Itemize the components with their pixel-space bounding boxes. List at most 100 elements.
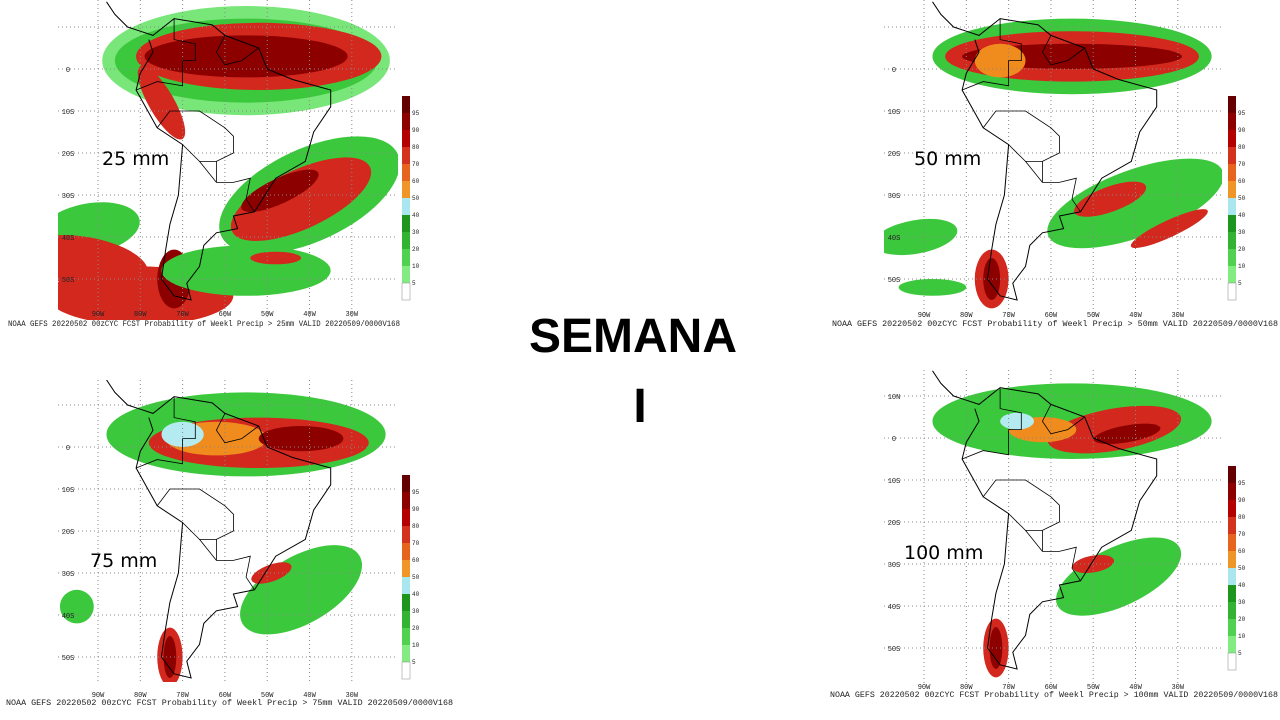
colorbar-segment (402, 181, 410, 198)
colorbar-segment (402, 577, 410, 594)
colorbar-segment (402, 249, 410, 266)
lon-label: 60W (1045, 684, 1058, 692)
lon-label: 70W (176, 692, 189, 700)
lon-label: 70W (176, 311, 189, 319)
colorbar-label: 40 (412, 212, 420, 219)
precip-area (1055, 537, 1182, 616)
map-caption: NOAA GEFS 20220502 00zCYC FCST Probabili… (832, 320, 1278, 329)
precip-area (1047, 158, 1222, 249)
colorbar-segment (402, 594, 410, 611)
colorbar-segment (402, 130, 410, 147)
precip-area (59, 589, 94, 624)
colorbar-segment (401, 282, 411, 301)
border (199, 161, 255, 213)
colorbar-label: 70 (412, 540, 420, 547)
colorbar-segment (1228, 619, 1236, 636)
colorbar-label: 90 (1238, 497, 1246, 504)
lat-label: 10S (888, 109, 901, 117)
colorbar-segment (1228, 198, 1236, 215)
precip-area (161, 245, 331, 296)
lat-label: 20S (62, 529, 75, 537)
colorbar-label: 40 (1238, 212, 1246, 219)
border (156, 488, 234, 540)
lat-label: 50S (888, 646, 901, 654)
border (215, 35, 259, 66)
coastline (106, 380, 332, 679)
colorbar-label: 30 (1238, 599, 1246, 606)
colorbar-segment (402, 560, 410, 577)
lat-label: 50S (62, 655, 75, 663)
colorbar-segment (1228, 181, 1236, 198)
colorbar-segment (1228, 96, 1236, 113)
colorbar-segment (402, 526, 410, 543)
colorbar-segment (401, 661, 411, 680)
colorbar-segment (1228, 483, 1236, 500)
colorbar-segment (402, 96, 410, 113)
colorbar-segment (1228, 164, 1236, 181)
colorbar-segment (1228, 215, 1236, 232)
lon-label: 90W (92, 311, 105, 319)
border (135, 18, 196, 91)
colorbar-label: 80 (412, 144, 420, 151)
colorbar-label: 70 (412, 161, 420, 168)
colorbar-label: 20 (412, 625, 420, 632)
lon-label: 90W (918, 312, 931, 320)
map-caption: NOAA GEFS 20220502 00zCYC FCST Probabili… (830, 691, 1278, 700)
precip-area (1072, 554, 1115, 574)
border (982, 479, 1060, 531)
lon-label: 80W (960, 684, 973, 692)
border (961, 387, 1022, 460)
slide-title: SEMANA (529, 310, 737, 363)
lon-label: 30W (345, 692, 358, 700)
lat-label: 0 (66, 67, 70, 75)
lon-label: 60W (219, 311, 232, 319)
colorbar-label: 20 (1238, 616, 1246, 623)
colorbar-label: 10 (1238, 263, 1246, 270)
border (135, 396, 196, 469)
lon-label: 50W (1087, 684, 1100, 692)
colorbar-segment (1228, 517, 1236, 534)
colorbar-segment (402, 628, 410, 645)
colorbar-label: 90 (1238, 127, 1246, 134)
colorbar-segment (1228, 602, 1236, 619)
colorbar-label: 10 (412, 263, 420, 270)
border (982, 110, 1060, 162)
colorbar-segment (1228, 551, 1236, 568)
colorbar-segment (1228, 232, 1236, 249)
colorbar-label: 5 (1238, 280, 1242, 287)
colorbar-label: 70 (1238, 531, 1246, 538)
colorbar-segment (402, 645, 410, 662)
lon-label: 80W (134, 311, 147, 319)
lon-label: 30W (1171, 684, 1184, 692)
colorbar-segment (402, 543, 410, 560)
colorbar-segment (402, 164, 410, 181)
border (961, 18, 1022, 91)
colorbar-segment (402, 611, 410, 628)
lat-label: 20S (888, 520, 901, 528)
colorbar-segment (1228, 113, 1236, 130)
map-area (58, 0, 398, 320)
colorbar-label: 40 (412, 591, 420, 598)
colorbar-label: 50 (412, 195, 420, 202)
lon-label: 30W (1171, 312, 1184, 320)
border (1025, 161, 1081, 213)
lon-label: 40W (303, 692, 316, 700)
map-area (884, 370, 1222, 686)
lon-label: 90W (92, 692, 105, 700)
colorbar-segment (1228, 466, 1236, 483)
threshold-label: 100 mm (904, 542, 983, 564)
colorbar-segment (1227, 282, 1237, 301)
colorbar-label: 70 (1238, 161, 1246, 168)
colorbar-label: 20 (412, 246, 420, 253)
colorbar-segment (1228, 249, 1236, 266)
precip-area (989, 627, 1003, 669)
colorbar-label: 90 (412, 506, 420, 513)
colorbar-label: 30 (1238, 229, 1246, 236)
lon-label: 30W (345, 311, 358, 319)
colorbar-segment (1228, 147, 1236, 164)
precip-area (161, 421, 204, 447)
colorbar-label: 60 (1238, 178, 1246, 185)
lon-label: 40W (1129, 312, 1142, 320)
